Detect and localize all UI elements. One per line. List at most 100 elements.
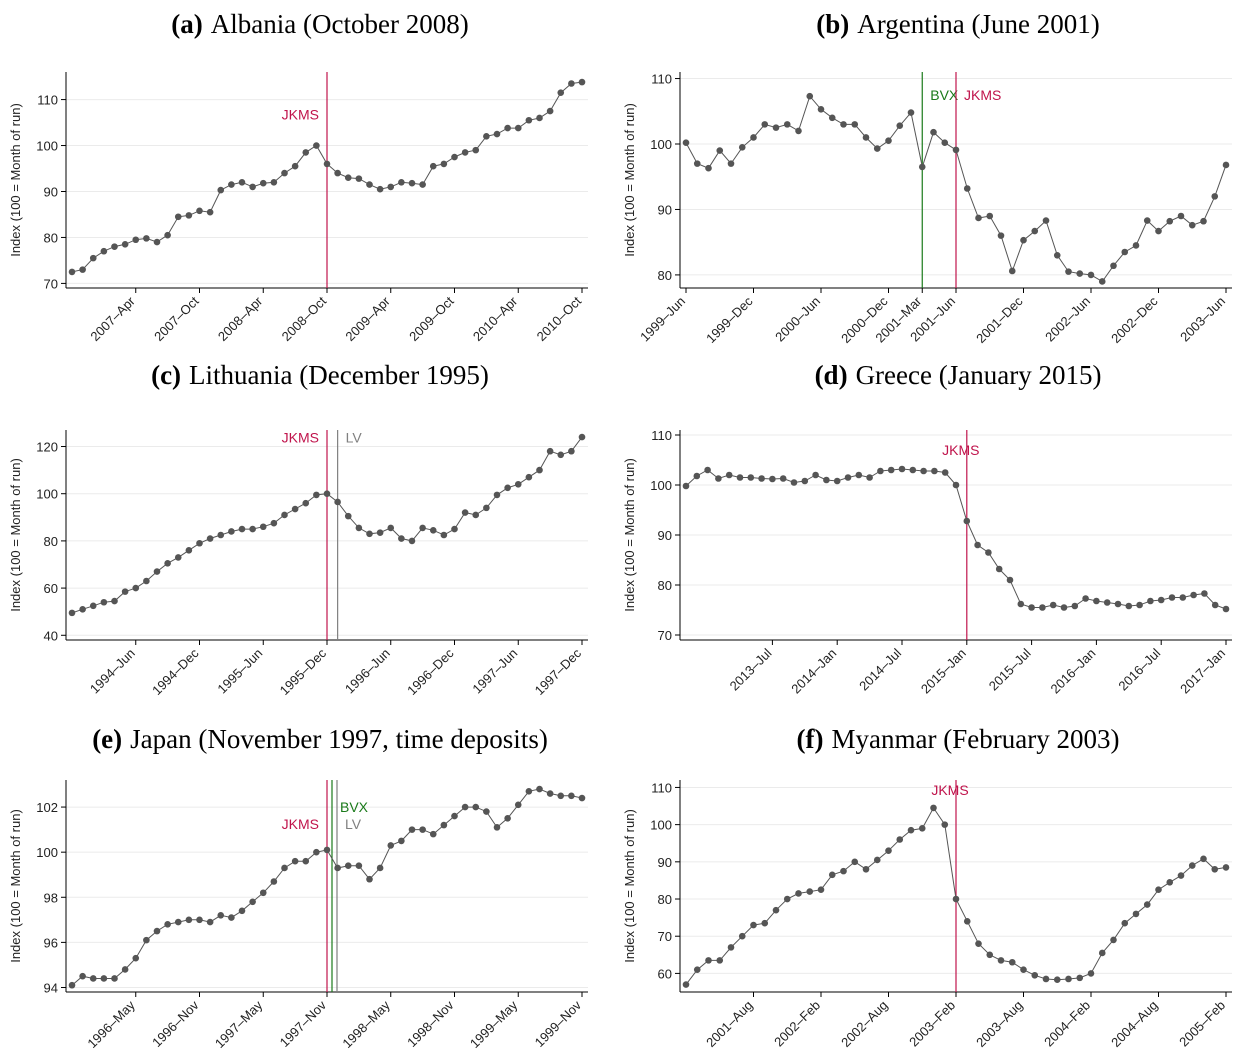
data-point bbox=[952, 895, 960, 903]
data-point bbox=[206, 535, 214, 542]
data-point bbox=[896, 122, 904, 129]
event-label: BVX bbox=[930, 87, 959, 103]
data-point bbox=[1200, 855, 1207, 863]
data-point bbox=[682, 482, 690, 490]
data-point bbox=[228, 914, 235, 921]
x-tick-label: 1997–Jun bbox=[469, 646, 520, 697]
data-point bbox=[504, 484, 511, 492]
data-point bbox=[1222, 161, 1230, 169]
data-point bbox=[376, 864, 384, 872]
y-tick-label: 100 bbox=[36, 845, 58, 860]
x-tick-label: 2016–Jul bbox=[1115, 645, 1163, 693]
data-point bbox=[885, 137, 892, 145]
data-point bbox=[291, 162, 299, 170]
data-point bbox=[302, 149, 310, 156]
data-point bbox=[1031, 971, 1039, 979]
data-point bbox=[79, 266, 86, 273]
data-point bbox=[930, 128, 937, 136]
data-point bbox=[862, 134, 870, 141]
data-point bbox=[493, 491, 501, 499]
panel-title: (c) Lithuania (December 1995) bbox=[151, 360, 489, 390]
data-point bbox=[440, 160, 448, 168]
x-tick-label: 1996–Dec bbox=[404, 645, 457, 698]
data-point bbox=[132, 584, 140, 592]
data-point bbox=[387, 183, 395, 191]
data-point bbox=[1147, 597, 1154, 605]
data-point bbox=[504, 815, 511, 822]
data-point bbox=[174, 213, 182, 221]
data-point bbox=[408, 179, 416, 187]
data-point bbox=[795, 890, 802, 897]
data-point bbox=[408, 537, 416, 545]
data-point bbox=[851, 858, 859, 866]
panel-title-text: Lithuania (December 1995) bbox=[189, 360, 489, 390]
x-tick-label: 2009–Oct bbox=[406, 293, 457, 344]
data-point bbox=[769, 475, 776, 483]
data-point bbox=[461, 149, 469, 156]
data-point bbox=[1132, 242, 1140, 249]
data-point bbox=[873, 145, 881, 152]
panel-title-text: Myanmar (February 2003) bbox=[832, 724, 1120, 754]
data-point bbox=[833, 477, 841, 485]
data-point bbox=[738, 932, 746, 940]
data-point bbox=[217, 912, 225, 919]
y-tick-label: 40 bbox=[44, 628, 58, 643]
data-point bbox=[578, 433, 586, 441]
data-point bbox=[750, 921, 757, 929]
data-point bbox=[344, 174, 352, 182]
data-point bbox=[164, 560, 171, 567]
data-point bbox=[817, 886, 825, 894]
x-tick-label: 1998–Nov bbox=[404, 997, 457, 1050]
data-point bbox=[907, 826, 915, 834]
data-point bbox=[376, 185, 384, 193]
data-point bbox=[823, 476, 830, 484]
data-point bbox=[196, 916, 203, 924]
y-tick-label: 80 bbox=[44, 534, 58, 549]
data-point bbox=[941, 139, 949, 146]
data-point bbox=[398, 535, 405, 542]
data-point bbox=[313, 491, 320, 499]
data-point bbox=[355, 862, 363, 870]
data-point bbox=[451, 812, 458, 820]
data-point bbox=[302, 499, 310, 507]
data-point bbox=[68, 981, 76, 989]
data-point bbox=[228, 181, 235, 188]
data-point bbox=[461, 803, 469, 811]
y-tick-label: 70 bbox=[658, 628, 672, 643]
y-axis-label: Index (100 = Month of run) bbox=[8, 809, 23, 963]
data-point bbox=[546, 107, 554, 115]
x-tick-label: 2008–Apr bbox=[215, 293, 266, 344]
data-point bbox=[1071, 602, 1079, 610]
data-point bbox=[1053, 976, 1061, 984]
data-point bbox=[1060, 604, 1068, 611]
data-point bbox=[963, 517, 971, 525]
y-tick-label: 90 bbox=[658, 528, 672, 543]
data-point bbox=[812, 471, 819, 479]
data-point bbox=[828, 114, 836, 122]
data-point bbox=[143, 577, 150, 585]
x-tick-label: 1995–Dec bbox=[277, 645, 330, 698]
data-point bbox=[716, 147, 724, 154]
data-point bbox=[89, 254, 97, 262]
data-point bbox=[941, 469, 949, 476]
data-point bbox=[68, 609, 76, 617]
y-tick-label: 90 bbox=[658, 202, 672, 217]
data-point bbox=[514, 480, 522, 488]
data-point bbox=[1211, 865, 1219, 873]
data-point bbox=[918, 825, 926, 832]
data-point bbox=[111, 975, 118, 982]
data-point bbox=[761, 121, 769, 128]
data-point bbox=[1114, 600, 1122, 608]
data-point bbox=[217, 186, 225, 194]
y-tick-label: 100 bbox=[650, 478, 672, 493]
data-point bbox=[1222, 864, 1230, 871]
y-tick-label: 100 bbox=[36, 139, 58, 154]
data-point bbox=[1017, 600, 1025, 608]
y-tick-label: 70 bbox=[44, 276, 58, 291]
data-point bbox=[1155, 886, 1162, 894]
data-point bbox=[323, 160, 331, 168]
data-point bbox=[472, 803, 480, 811]
data-point bbox=[355, 524, 363, 532]
data-point bbox=[100, 247, 108, 255]
data-point bbox=[525, 787, 533, 795]
